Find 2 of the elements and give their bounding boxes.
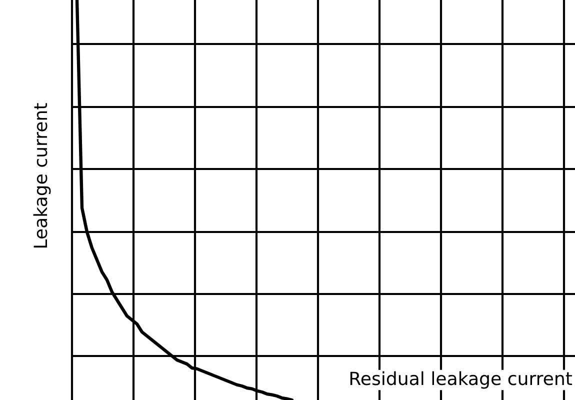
- y-axis-title: Leakage current: [33, 103, 51, 248]
- x-axis-title: Residual leakage current: [350, 371, 572, 389]
